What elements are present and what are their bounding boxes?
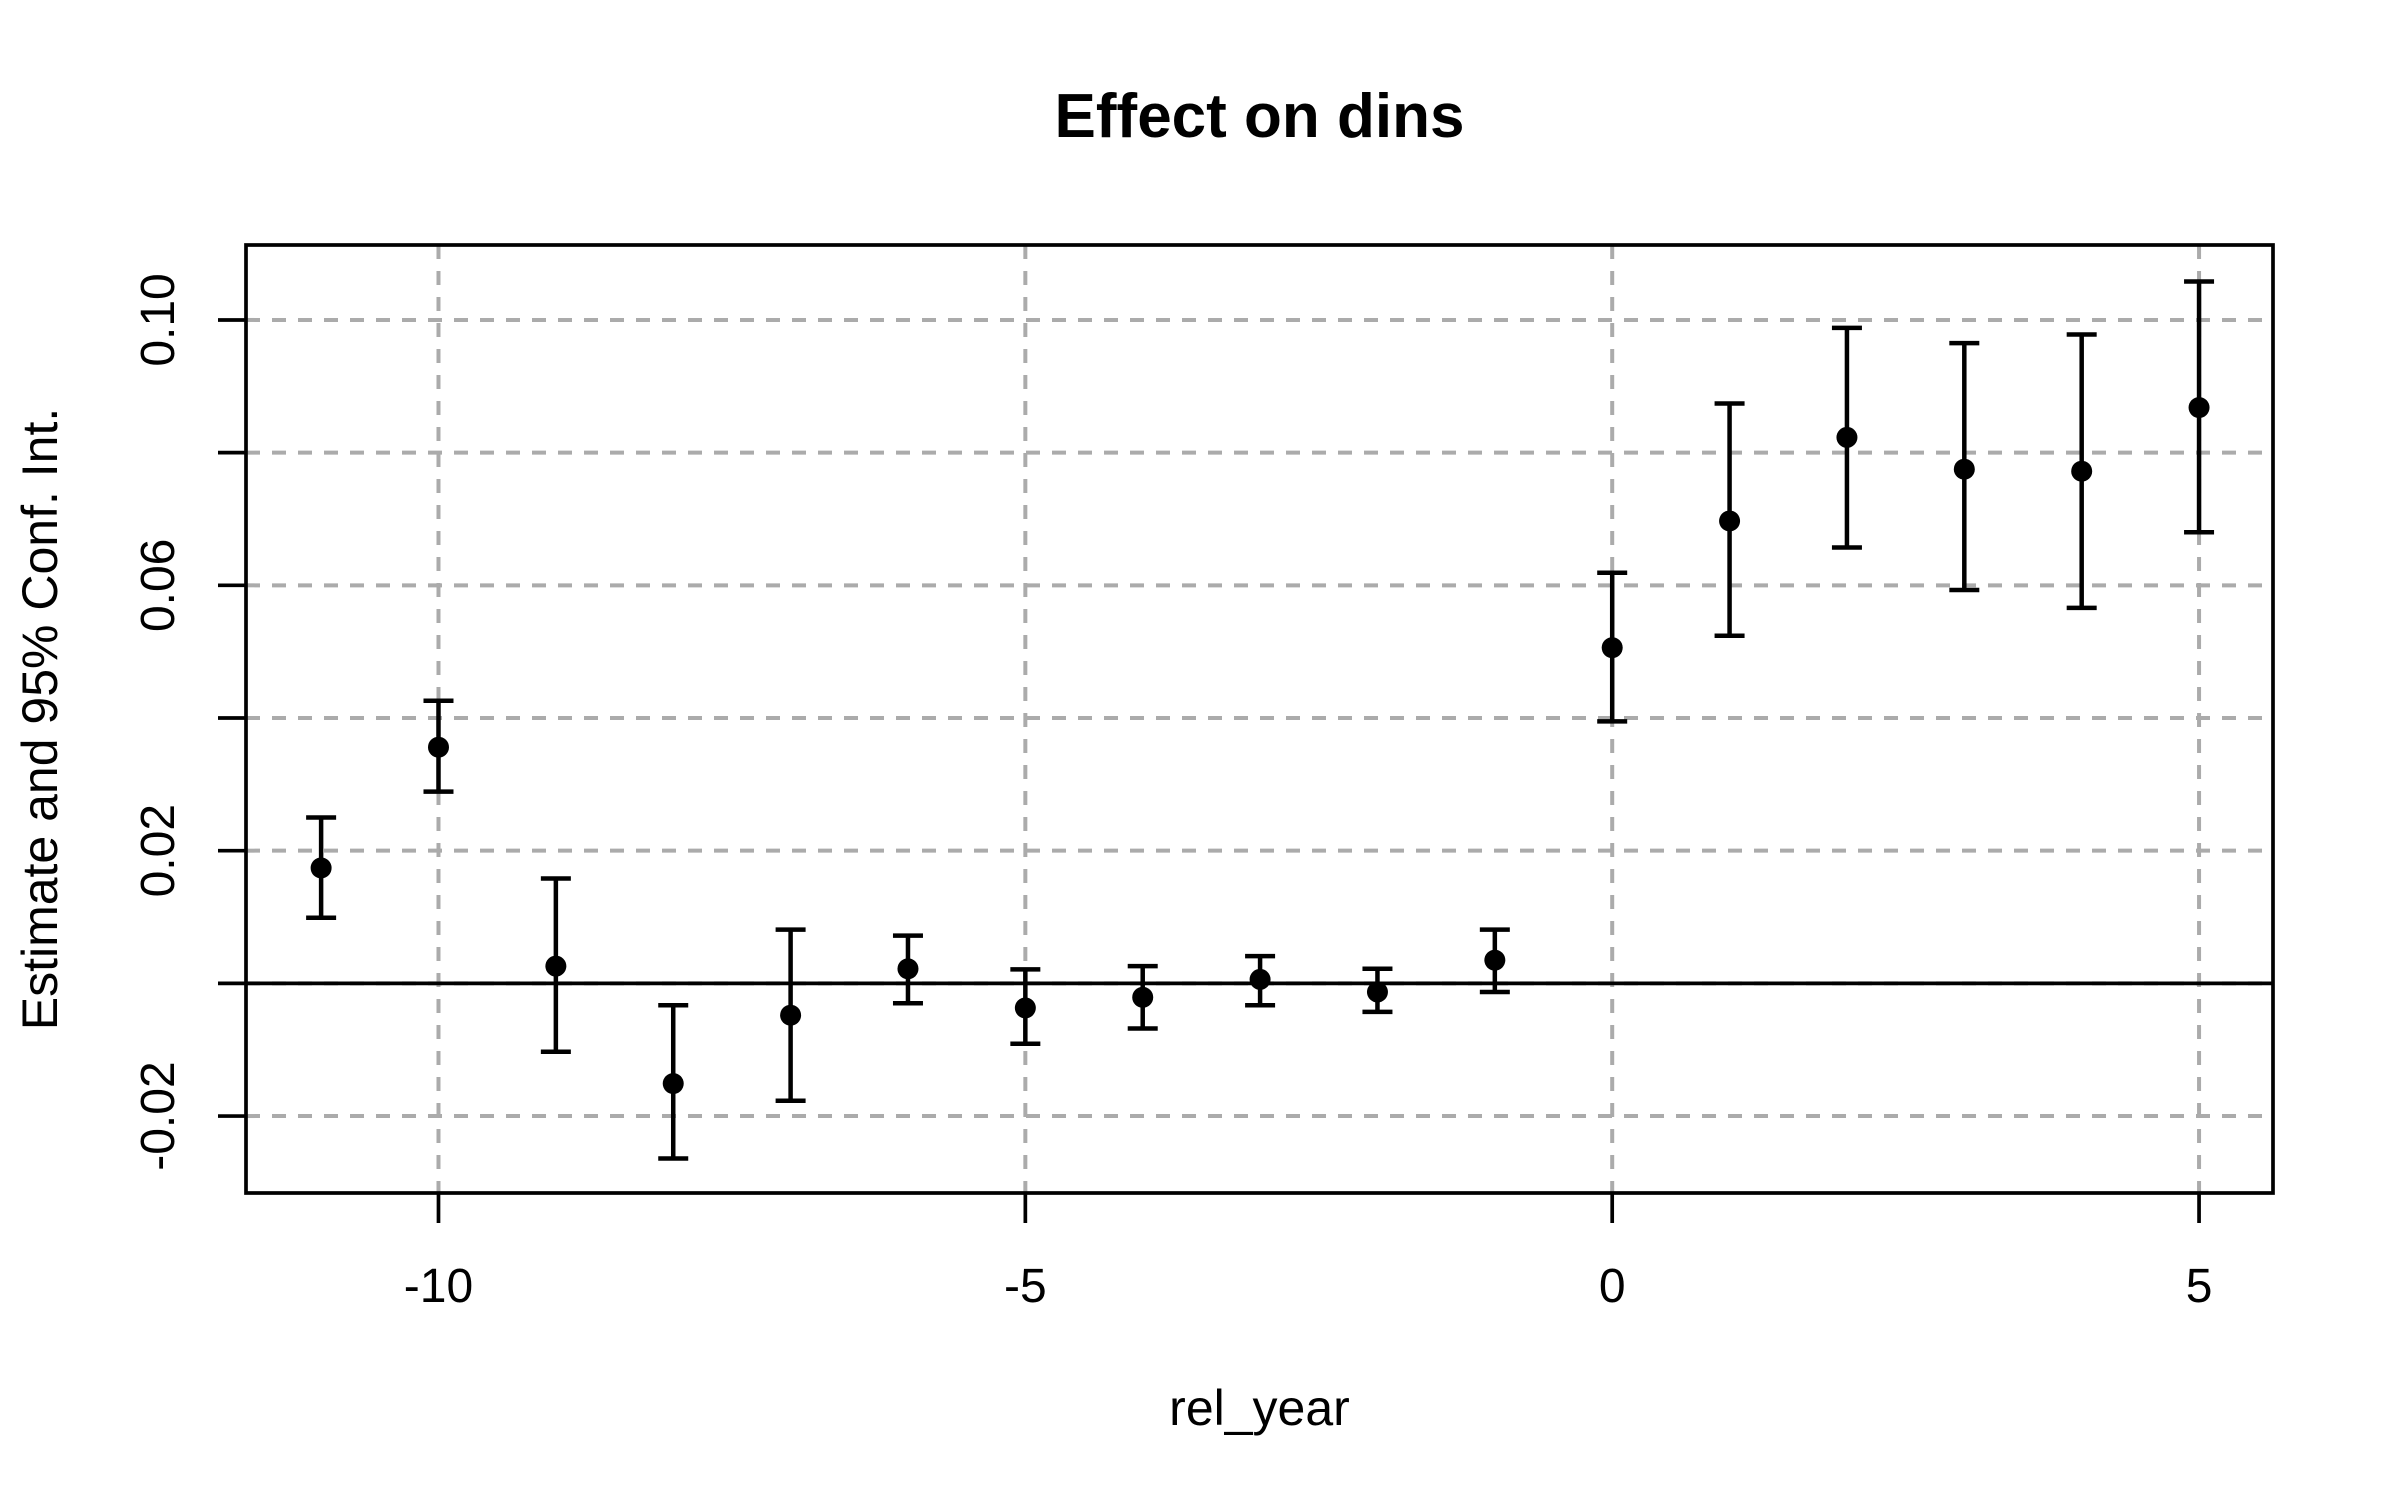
data-point bbox=[897, 958, 919, 980]
data-point bbox=[310, 857, 332, 879]
data-point bbox=[1132, 986, 1154, 1008]
data-point bbox=[1836, 426, 1858, 448]
x-tick-label: 0 bbox=[1599, 1260, 1626, 1313]
y-tick-label: 0.02 bbox=[132, 804, 185, 897]
data-point bbox=[545, 955, 567, 977]
data-point bbox=[1249, 968, 1271, 990]
data-point bbox=[1953, 458, 1975, 480]
x-axis-label: rel_year bbox=[1169, 1380, 1350, 1436]
data-point bbox=[1366, 981, 1388, 1003]
y-tick-label: 0.06 bbox=[132, 539, 185, 632]
data-point bbox=[1719, 510, 1741, 532]
y-axis-label: Estimate and 95% Conf. Int. bbox=[12, 407, 68, 1031]
x-tick-label: -5 bbox=[1004, 1260, 1047, 1313]
chart-title: Effect on dins bbox=[1054, 82, 1465, 151]
data-point bbox=[1601, 637, 1623, 659]
x-tick-label: 5 bbox=[2186, 1260, 2213, 1313]
data-point bbox=[780, 1004, 802, 1026]
data-point bbox=[662, 1073, 684, 1095]
y-tick-label: -0.02 bbox=[132, 1061, 185, 1170]
data-point bbox=[2188, 397, 2210, 419]
data-point bbox=[1014, 997, 1036, 1019]
data-point bbox=[1484, 949, 1506, 971]
x-tick-label: -10 bbox=[404, 1260, 473, 1313]
y-tick-label: 0.10 bbox=[132, 273, 185, 366]
data-point bbox=[2071, 460, 2093, 482]
data-point bbox=[427, 736, 449, 758]
